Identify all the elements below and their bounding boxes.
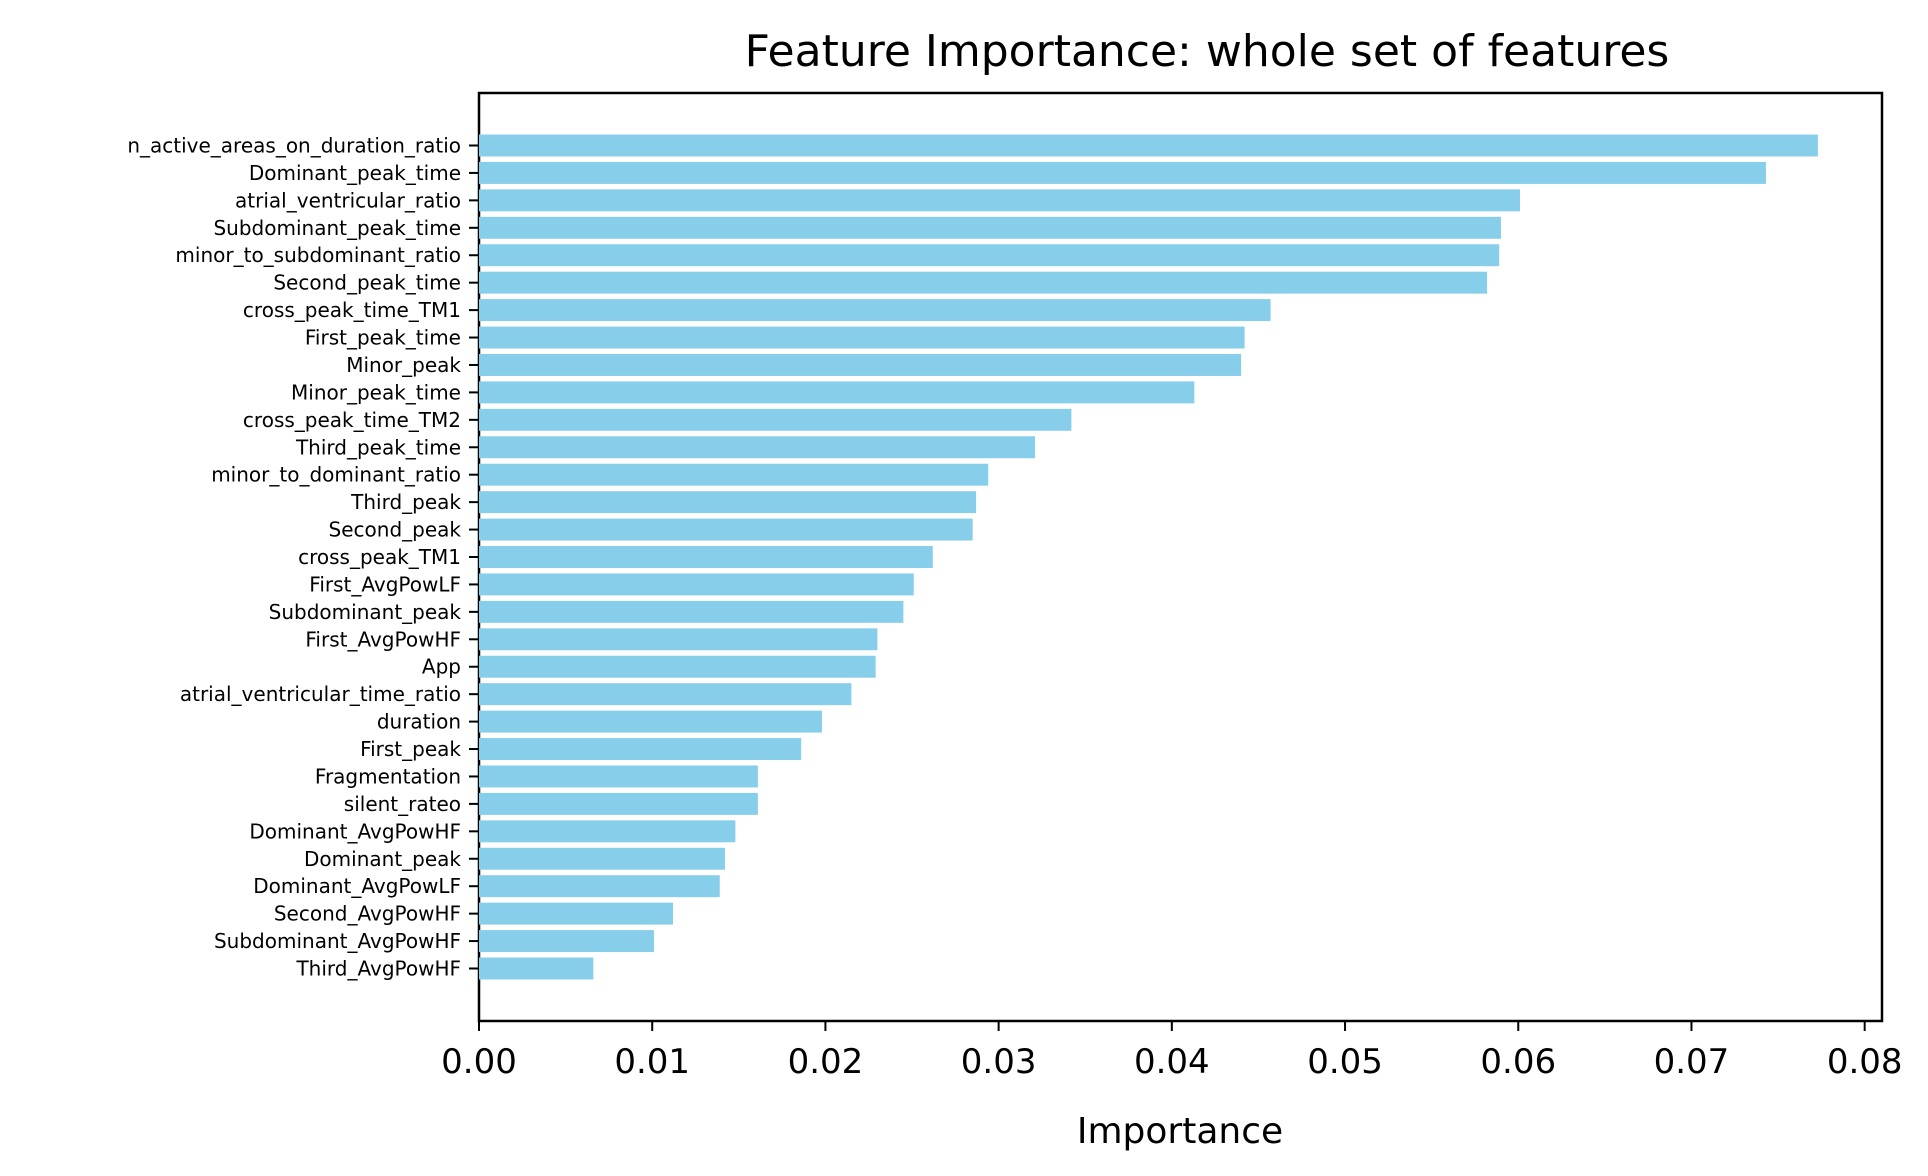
bars-group — [479, 134, 1818, 980]
bar-silent_rateo — [479, 792, 758, 815]
y-tick-label: Second_peak_time — [273, 271, 461, 295]
x-tick-label: 0.00 — [441, 1042, 517, 1082]
y-tick-label: Dominant_peak_time — [249, 161, 461, 185]
bar-Dominant_AvgPowLF — [479, 875, 720, 898]
bar-Subdominant_peak_time — [479, 216, 1501, 239]
bar-minor_to_dominant_ratio — [479, 463, 989, 486]
bar-duration — [479, 710, 822, 733]
y-tick-label: cross_peak_time_TM1 — [243, 298, 461, 322]
bar-cross_peak_time_TM1 — [479, 299, 1271, 322]
bar-n_active_areas_on_duration_ratio — [479, 134, 1818, 157]
y-tick-label: duration — [377, 710, 461, 734]
x-tick-label: 0.07 — [1654, 1042, 1730, 1082]
bar-minor_to_subdominant_ratio — [479, 244, 1500, 267]
bar-Minor_peak — [479, 353, 1242, 376]
x-tick-label: 0.08 — [1827, 1042, 1903, 1082]
y-tick-label: cross_peak_time_TM2 — [243, 408, 461, 432]
y-tick-label: Third_peak_time — [295, 435, 461, 459]
x-tick-label: 0.03 — [961, 1042, 1037, 1082]
bar-Third_peak — [479, 491, 977, 514]
bar-Dominant_peak_time — [479, 161, 1766, 184]
bar-Second_AvgPowHF — [479, 902, 673, 925]
y-tick-label: Subdominant_peak — [269, 600, 462, 624]
y-tick-label: Minor_peak_time — [291, 380, 461, 404]
y-tick-label: minor_to_subdominant_ratio — [175, 243, 461, 267]
bar-Third_peak_time — [479, 436, 1036, 459]
y-tick-label: Fragmentation — [315, 764, 461, 788]
y-tick-label: minor_to_dominant_ratio — [211, 463, 461, 487]
bar-cross_peak_time_TM2 — [479, 408, 1072, 431]
y-tick-label: Dominant_peak — [304, 847, 461, 871]
y-tick-label: Subdominant_AvgPowHF — [214, 929, 461, 953]
x-axis-ticks: 0.00 0.01 0.02 0.03 0.04 0.05 0.06 0.07 0.08 — [441, 1021, 1903, 1082]
y-tick-label: atrial_ventricular_ratio — [235, 188, 461, 212]
y-axis-ticks: n_active_areas_on_duration_ratio Dominant… — [127, 134, 479, 981]
chart-title: Feature Importance: whole set of feature… — [745, 26, 1670, 77]
bar-Minor_peak_time — [479, 381, 1195, 404]
x-tick-label: 0.06 — [1480, 1042, 1556, 1082]
y-tick-label: Third_peak — [350, 490, 461, 514]
y-tick-label: App — [422, 655, 461, 679]
y-tick-label: Minor_peak — [346, 353, 461, 377]
y-tick-label: First_AvgPowLF — [309, 572, 461, 596]
bar-Third_AvgPowHF — [479, 957, 594, 980]
y-tick-label: Second_peak — [329, 518, 462, 542]
y-tick-label: silent_rateo — [344, 792, 461, 816]
x-tick-label: 0.05 — [1307, 1042, 1383, 1082]
bar-atrial_ventricular_ratio — [479, 189, 1520, 212]
bar-Second_peak_time — [479, 271, 1488, 294]
bar-Dominant_AvgPowHF — [479, 820, 736, 843]
y-tick-label: Subdominant_peak_time — [213, 216, 461, 240]
y-tick-label: First_peak_time — [305, 326, 461, 350]
bar-Fragmentation — [479, 765, 758, 788]
bar-Subdominant_peak — [479, 600, 904, 623]
y-tick-label: atrial_ventricular_time_ratio — [180, 682, 461, 706]
bar-atrial_ventricular_time_ratio — [479, 683, 852, 706]
bar-App — [479, 655, 876, 678]
x-tick-label: 0.01 — [614, 1042, 690, 1082]
bar-First_AvgPowLF — [479, 573, 914, 596]
bar-Dominant_peak — [479, 847, 725, 870]
bar-First_peak — [479, 738, 802, 761]
y-tick-label: Second_AvgPowHF — [274, 902, 461, 926]
x-axis-label: Importance — [1077, 1111, 1283, 1152]
bar-Second_peak — [479, 518, 973, 541]
bar-cross_peak_TM1 — [479, 546, 933, 568]
bar-Subdominant_AvgPowHF — [479, 930, 654, 953]
y-tick-label: First_peak — [360, 737, 461, 761]
y-tick-label: First_AvgPowHF — [305, 627, 461, 651]
y-tick-label: cross_peak_TM1 — [298, 545, 461, 569]
x-tick-label: 0.04 — [1134, 1042, 1210, 1082]
bar-First_peak_time — [479, 326, 1245, 349]
y-tick-label: Dominant_AvgPowLF — [253, 874, 461, 898]
x-tick-label: 0.02 — [788, 1042, 864, 1082]
y-tick-label: n_active_areas_on_duration_ratio — [127, 134, 461, 158]
y-tick-label: Dominant_AvgPowHF — [249, 819, 461, 843]
bar-First_AvgPowHF — [479, 628, 878, 651]
y-tick-label: Third_AvgPowHF — [295, 957, 461, 981]
